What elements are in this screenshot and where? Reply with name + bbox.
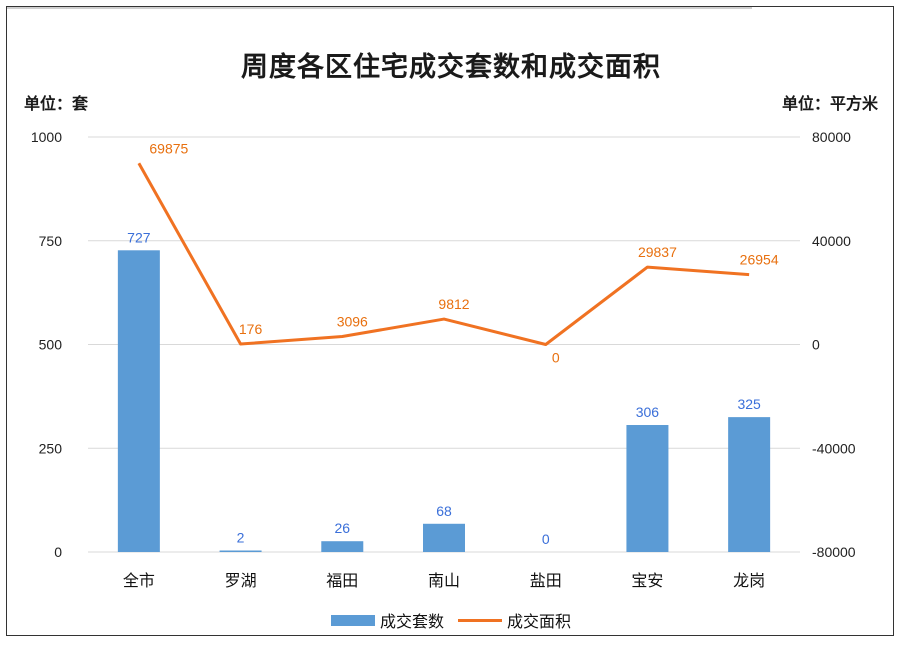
line-data-label: 3096 xyxy=(337,313,368,329)
line-data-label: 69875 xyxy=(149,140,188,156)
bar-data-label: 727 xyxy=(127,229,151,245)
bar-data-label: 68 xyxy=(436,503,452,519)
legend-line-swatch xyxy=(458,618,502,622)
line-data-label: 9812 xyxy=(438,296,469,312)
category-label: 南山 xyxy=(428,571,460,590)
line-series xyxy=(137,162,750,346)
bar xyxy=(321,541,364,552)
line-data-label: 26954 xyxy=(740,252,779,268)
left-axis-unit-label: 单位：套 xyxy=(24,94,89,113)
legend-bar-swatch xyxy=(330,614,375,626)
left-axis-tick-label: 0 xyxy=(54,544,62,560)
line-data-label: 29837 xyxy=(638,244,677,260)
bar-data-label: 306 xyxy=(636,404,660,420)
line-data-label: 176 xyxy=(239,321,263,337)
right-axis-tick-label: 0 xyxy=(812,337,820,353)
bar-data-label: 0 xyxy=(542,531,550,547)
bar-data-label: 26 xyxy=(334,520,350,536)
category-label: 福田 xyxy=(326,571,358,590)
bar xyxy=(423,523,465,552)
bar-data-label: 325 xyxy=(737,396,761,412)
right-axis-unit-label: 单位：平方米 xyxy=(781,94,878,113)
left-axis-tick-label: 250 xyxy=(39,440,63,456)
right-axis-tick-label: -80000 xyxy=(812,544,856,560)
legend-item-bar: 成交套数 xyxy=(330,608,444,632)
bar xyxy=(728,417,771,552)
category-label: 盐田 xyxy=(530,571,562,590)
left-axis-tick-label: 500 xyxy=(39,337,63,353)
left-axis-tick-label: 1000 xyxy=(31,129,62,145)
category-label: 宝安 xyxy=(631,571,663,590)
right-axis-tick-label: 40000 xyxy=(812,233,851,249)
legend-line-label: 成交面积 xyxy=(507,612,572,631)
legend-item-line: 成交面积 xyxy=(458,608,571,632)
chart-title: 周度各区住宅成交套数和成交面积 xyxy=(241,52,661,83)
left-axis-tick-label: 750 xyxy=(39,233,63,249)
legend: 成交套数 成交面积 xyxy=(0,608,902,632)
bar xyxy=(626,425,669,552)
line-data-label: 0 xyxy=(552,350,560,366)
category-label: 全市 xyxy=(123,571,155,590)
legend-bar-label: 成交套数 xyxy=(379,612,444,631)
category-label: 罗湖 xyxy=(225,571,257,590)
right-axis-tick-label: 80000 xyxy=(812,129,851,145)
right-axis-tick-label: -40000 xyxy=(812,440,856,456)
bar-data-label: 2 xyxy=(237,530,245,546)
bar xyxy=(117,250,160,553)
top-divider xyxy=(7,7,752,9)
category-label: 龙岗 xyxy=(733,571,765,590)
bar xyxy=(219,550,262,552)
